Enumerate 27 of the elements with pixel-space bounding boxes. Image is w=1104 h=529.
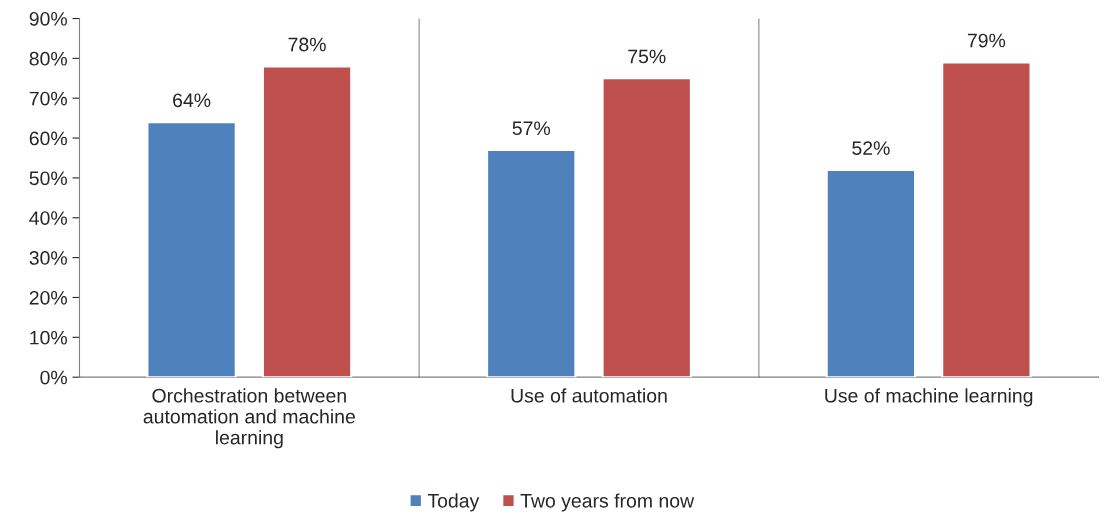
y-tick-label: 20% [29, 290, 67, 305]
legend-label: Two years from now [520, 493, 695, 512]
y-tick-label: 90% [29, 11, 67, 26]
bar [486, 148, 577, 378]
data-label: 75% [628, 49, 666, 64]
y-tick-label: 50% [29, 171, 67, 186]
x-tick-label: Use of machine learning [825, 388, 1033, 407]
bar [825, 168, 917, 378]
data-label: 64% [173, 93, 211, 108]
y-tick-label: 0% [40, 370, 67, 385]
bar [146, 121, 237, 378]
y-tick-label: 40% [29, 211, 67, 226]
y-tick-label: 30% [29, 251, 67, 265]
data-label: 57% [512, 121, 551, 136]
bar [261, 65, 353, 378]
bar [941, 61, 1032, 378]
y-tick-label: 70% [29, 91, 67, 106]
y-tick-label: 60% [29, 131, 67, 146]
x-tick-label: Use of automation [511, 388, 667, 403]
x-tick-label: Orchestration between automation and machine learning [143, 388, 355, 449]
data-label: 79% [967, 33, 1006, 48]
data-label: 78% [288, 37, 326, 52]
y-tick-label: 80% [29, 51, 67, 66]
y-tick-label: 10% [30, 330, 67, 345]
bar [601, 77, 692, 378]
data-label: 52% [852, 141, 890, 155]
legend-label: Today [427, 493, 480, 512]
